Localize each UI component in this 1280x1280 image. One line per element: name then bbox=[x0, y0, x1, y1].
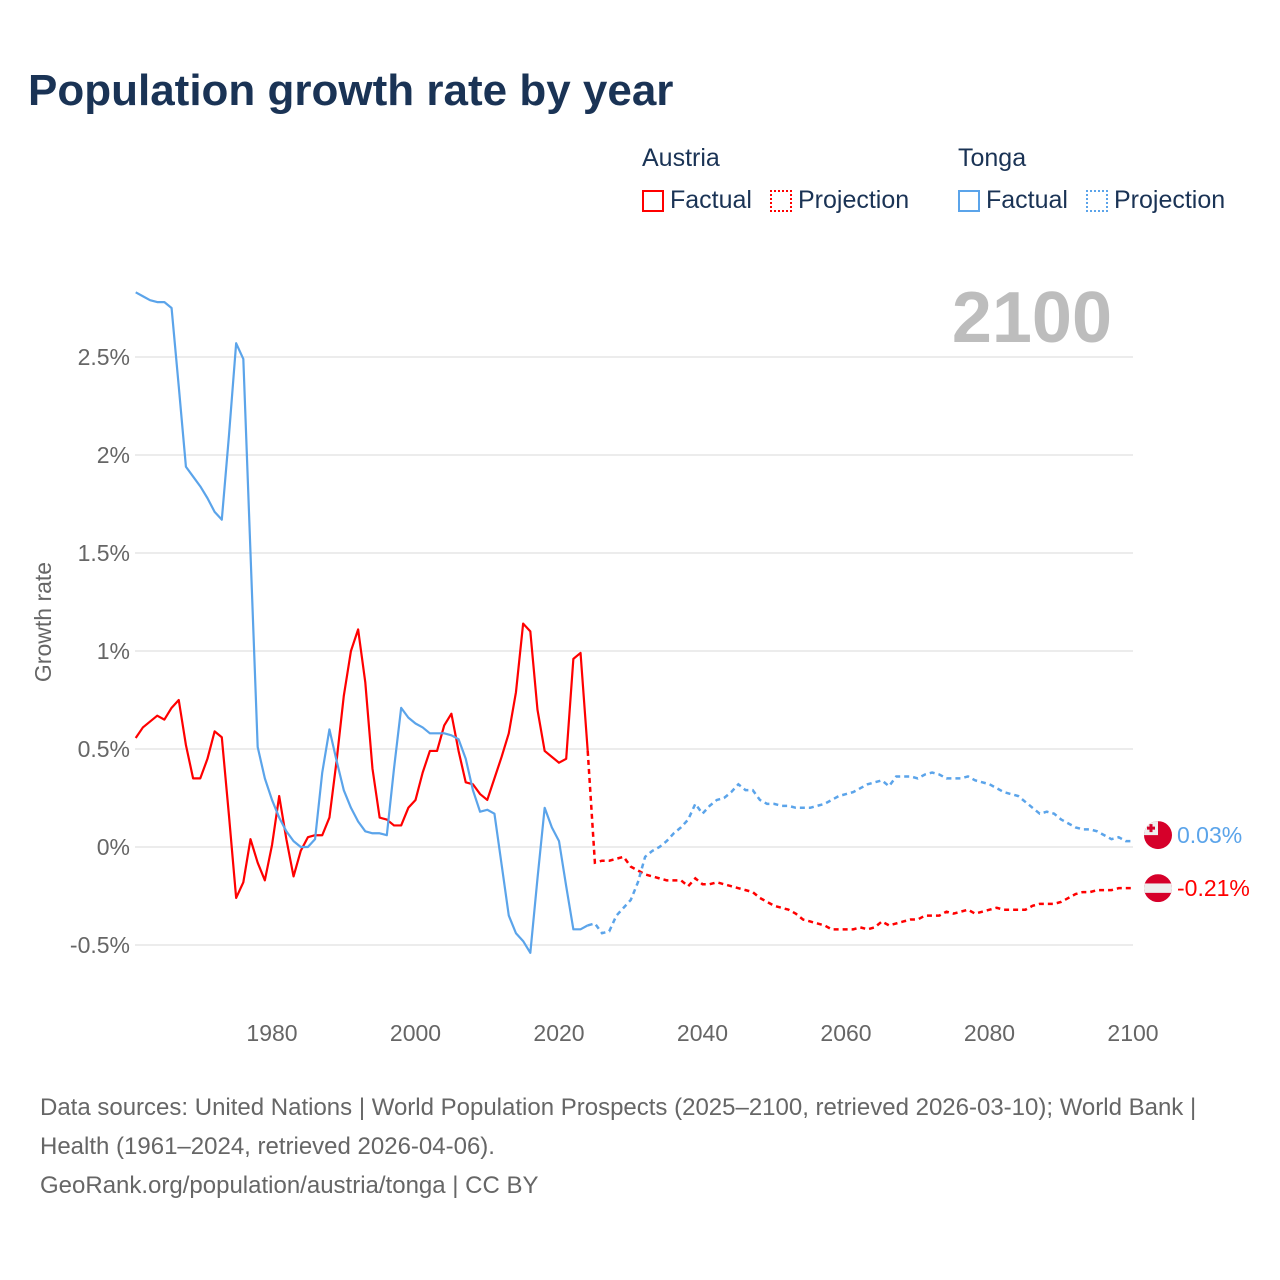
x-tick-label: 2080 bbox=[964, 1020, 1015, 1046]
end-value-label: 0.03% bbox=[1177, 822, 1242, 848]
y-tick-label: 0.5% bbox=[78, 736, 130, 762]
legend-swatch-solid bbox=[958, 189, 980, 212]
legend-tonga-projection[interactable]: Projection bbox=[1085, 186, 1225, 215]
x-tick-label: 2040 bbox=[677, 1020, 728, 1046]
x-tick-label: 2060 bbox=[820, 1020, 871, 1046]
legend-group-austria: Austria bbox=[642, 144, 720, 172]
legend-austria-projection[interactable]: Projection bbox=[769, 186, 909, 215]
y-tick-label: 2.5% bbox=[78, 344, 130, 370]
footer: Data sources: United Nations | World Pop… bbox=[40, 1088, 1240, 1205]
legend-swatch-dotted bbox=[769, 189, 792, 212]
legend-austria-factual[interactable]: Factual bbox=[642, 186, 752, 215]
y-tick-label: 2% bbox=[97, 442, 130, 468]
x-tick-label: 2000 bbox=[390, 1020, 441, 1046]
x-tick-label: 1980 bbox=[246, 1020, 297, 1046]
flag-austria-icon bbox=[1144, 874, 1172, 903]
y-tick-label: 1.5% bbox=[78, 540, 130, 566]
data-sources: Data sources: United Nations | World Pop… bbox=[40, 1094, 1197, 1160]
page-title: Population growth rate by year bbox=[28, 66, 674, 115]
y-tick-label: -0.5% bbox=[70, 932, 130, 958]
flag-cross bbox=[1147, 826, 1155, 830]
flag-tonga-icon bbox=[1144, 821, 1172, 850]
line-tonga-factual bbox=[135, 291, 589, 954]
legend-tonga-factual[interactable]: Factual bbox=[958, 186, 1068, 215]
y-axis-label: Growth rate bbox=[30, 562, 56, 682]
line-austria-projection bbox=[586, 750, 1133, 931]
flag-fill bbox=[1144, 874, 1172, 903]
line-austria-factual bbox=[134, 622, 589, 900]
line-tonga-projection bbox=[587, 771, 1133, 935]
y-tick-label: 1% bbox=[97, 638, 130, 664]
legend-swatch-dotted bbox=[1085, 189, 1108, 212]
x-tick-label: 2100 bbox=[1107, 1020, 1158, 1046]
y-tick-label: 0% bbox=[97, 834, 130, 860]
end-value-label: -0.21% bbox=[1177, 875, 1250, 901]
credit-link[interactable]: GeoRank.org/population/austria/tonga | C… bbox=[40, 1172, 539, 1199]
flag-stripe bbox=[1144, 883, 1172, 893]
legend-swatch-solid bbox=[642, 189, 664, 212]
flag-fill bbox=[1144, 821, 1172, 850]
legend-group-tonga: Tonga bbox=[958, 144, 1027, 172]
year-label: 2100 bbox=[952, 278, 1112, 358]
x-tick-label: 2020 bbox=[533, 1020, 584, 1046]
